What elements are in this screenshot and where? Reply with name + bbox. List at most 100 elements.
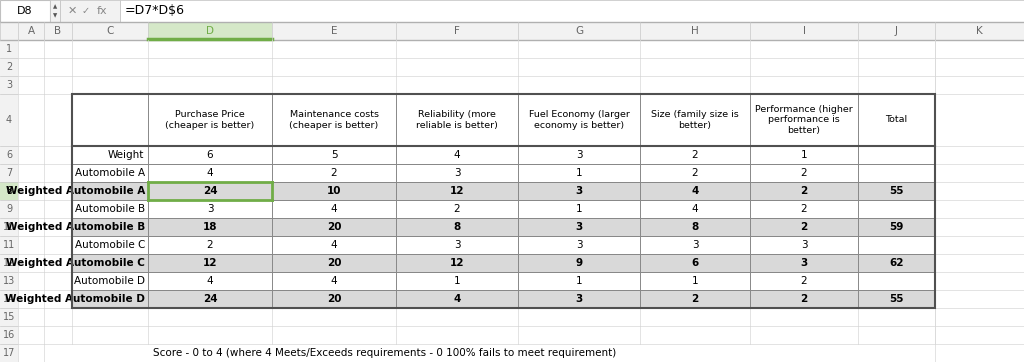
Text: Automobile D: Automobile D	[74, 276, 145, 286]
Bar	[0, 308, 18, 326]
Bar	[72, 182, 148, 200]
Bar	[935, 182, 1024, 200]
Bar	[18, 164, 44, 182]
Bar	[518, 146, 640, 164]
Text: Automobile A: Automobile A	[75, 168, 145, 178]
Bar	[0, 22, 18, 40]
Bar	[518, 200, 640, 218]
Text: 2: 2	[691, 294, 698, 304]
Text: 24: 24	[203, 294, 217, 304]
Text: 2: 2	[331, 168, 337, 178]
Bar	[396, 272, 518, 290]
Bar	[640, 58, 750, 76]
Text: 4: 4	[454, 294, 461, 304]
Text: 3: 3	[6, 80, 12, 90]
Text: Purchase Price
(cheaper is better): Purchase Price (cheaper is better)	[165, 110, 255, 130]
Bar	[50, 0, 60, 22]
Bar	[72, 200, 148, 218]
Bar	[518, 218, 640, 236]
Bar	[44, 344, 72, 362]
Text: 7: 7	[6, 168, 12, 178]
Text: 1: 1	[575, 276, 583, 286]
Bar	[518, 76, 640, 94]
Bar	[858, 254, 935, 272]
Bar	[272, 22, 396, 40]
Bar	[518, 22, 640, 40]
Bar	[750, 182, 858, 200]
Bar	[272, 200, 396, 218]
Bar	[18, 146, 44, 164]
Text: 2: 2	[801, 204, 807, 214]
Bar	[18, 94, 44, 146]
Bar	[72, 344, 935, 362]
Bar	[750, 254, 858, 272]
Text: 4: 4	[454, 150, 461, 160]
Bar	[148, 236, 272, 254]
Text: 3: 3	[454, 240, 461, 250]
Bar	[72, 326, 148, 344]
Bar	[148, 182, 272, 200]
Bar	[935, 326, 1024, 344]
Bar	[44, 254, 72, 272]
Bar	[518, 326, 640, 344]
Bar	[935, 76, 1024, 94]
Bar	[148, 272, 272, 290]
Text: 2: 2	[6, 62, 12, 72]
Bar	[272, 272, 396, 290]
Bar	[0, 0, 1024, 22]
Text: 8: 8	[454, 222, 461, 232]
Bar	[0, 146, 18, 164]
Bar	[0, 344, 18, 362]
Bar	[640, 200, 750, 218]
Text: 3: 3	[575, 294, 583, 304]
Bar	[0, 58, 18, 76]
Text: 4: 4	[331, 204, 337, 214]
Bar	[148, 94, 272, 146]
Bar	[148, 326, 272, 344]
Bar	[72, 272, 148, 290]
Text: 3: 3	[575, 150, 583, 160]
Bar	[935, 254, 1024, 272]
Bar	[44, 146, 72, 164]
Bar	[0, 200, 18, 218]
Bar	[148, 218, 272, 236]
Bar	[518, 272, 640, 290]
Bar	[935, 200, 1024, 218]
Text: 4: 4	[207, 168, 213, 178]
Text: 1: 1	[801, 150, 807, 160]
Text: 3: 3	[454, 168, 461, 178]
Text: Score - 0 to 4 (where 4 Meets/Exceeds requirements - 0 100% fails to meet requir: Score - 0 to 4 (where 4 Meets/Exceeds re…	[153, 348, 616, 358]
Text: 10: 10	[3, 222, 15, 232]
Text: 6: 6	[207, 150, 213, 160]
Bar	[148, 146, 272, 164]
Text: 2: 2	[801, 186, 808, 196]
Bar	[518, 290, 640, 308]
Bar	[72, 94, 935, 308]
Bar	[396, 326, 518, 344]
Text: 4: 4	[691, 186, 698, 196]
Text: 1: 1	[575, 168, 583, 178]
Bar	[148, 22, 272, 40]
Bar	[750, 326, 858, 344]
Text: 4: 4	[331, 240, 337, 250]
Text: 14: 14	[3, 294, 15, 304]
Text: 6: 6	[691, 258, 698, 268]
Bar	[640, 272, 750, 290]
Text: 2: 2	[801, 294, 808, 304]
Bar	[148, 76, 272, 94]
Text: 55: 55	[889, 294, 904, 304]
Text: 2: 2	[801, 168, 807, 178]
Text: Total: Total	[886, 115, 907, 125]
Bar	[935, 308, 1024, 326]
Bar	[858, 326, 935, 344]
Bar	[0, 40, 18, 58]
Bar	[750, 164, 858, 182]
Text: Automobile B: Automobile B	[75, 204, 145, 214]
Text: Maintenance costs
(cheaper is better): Maintenance costs (cheaper is better)	[290, 110, 379, 130]
Bar	[72, 236, 148, 254]
Bar	[750, 272, 858, 290]
Bar	[18, 40, 44, 58]
Bar	[935, 146, 1024, 164]
Bar	[72, 308, 148, 326]
Bar	[396, 182, 518, 200]
